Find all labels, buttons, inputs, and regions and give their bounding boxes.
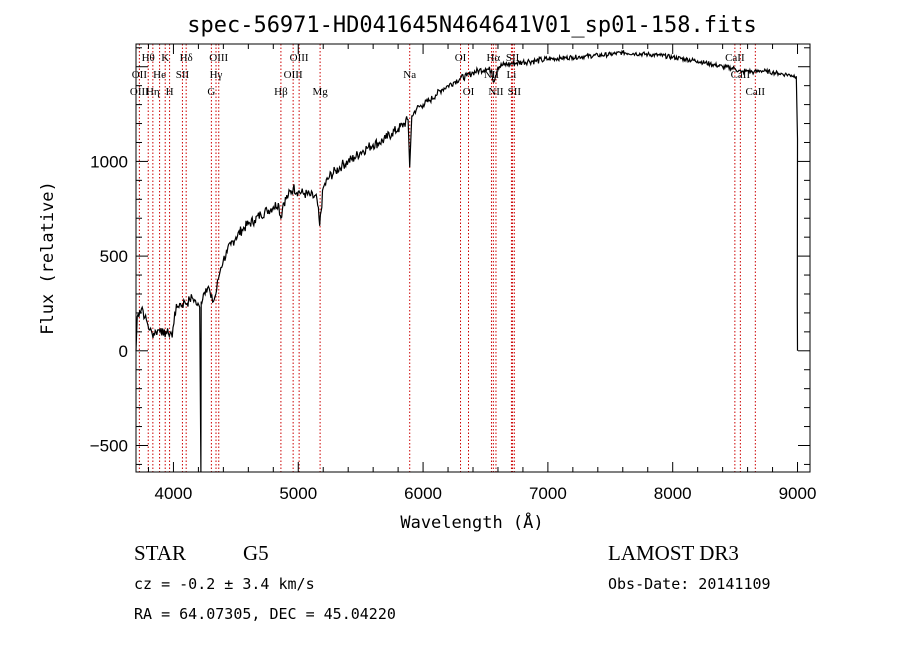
y-tick-label: 1000 — [90, 152, 128, 171]
obs-date-text: Obs-Date: 20141109 — [608, 575, 771, 593]
line-label: G — [207, 86, 215, 98]
line-label: He — [153, 69, 166, 81]
line-label: NII — [488, 86, 504, 98]
line-label: Li — [507, 69, 517, 81]
line-label: Hδ — [180, 52, 193, 64]
line-label: Hγ — [210, 69, 223, 81]
line-label: Hη — [146, 86, 160, 98]
x-tick-label: 4000 — [155, 484, 193, 503]
y-axis-label: Flux (relative) — [38, 181, 58, 335]
x-tick-label: 6000 — [404, 484, 442, 503]
x-axis-ticks: 4000 5000 6000 7000 8000 9000 — [147, 44, 817, 503]
line-label: OI — [463, 86, 475, 98]
emission-line-labels: Hθ K Hδ OIII OIII OI Hα SII CaII OII He SII Hγ OIII Na… — [130, 52, 766, 98]
y-tick-label: 0 — [119, 342, 128, 361]
object-subclass: G5 — [243, 541, 269, 565]
spectrum-line — [135, 49, 799, 473]
object-class: STAR — [134, 541, 186, 565]
line-label: CaII — [725, 52, 745, 64]
chart-title: spec-56971-HD041645N464641V01_sp01-158.f… — [187, 13, 757, 38]
emission-line-markers — [138, 44, 756, 472]
line-label: OII — [132, 69, 148, 81]
line-label: Mg — [312, 86, 328, 98]
line-label: OIII — [290, 52, 309, 64]
line-label: OI — [455, 52, 467, 64]
line-label: OIII — [284, 69, 303, 81]
line-label: Hα — [486, 52, 500, 64]
line-label: SII — [176, 69, 190, 81]
line-label: Hθ — [142, 52, 155, 64]
line-label: CaII — [746, 86, 766, 98]
x-axis-label: Wavelength (Å) — [400, 511, 543, 533]
y-tick-label: 500 — [100, 247, 128, 266]
y-axis-ticks: −500 0 500 1000 — [90, 47, 810, 465]
x-tick-label: 8000 — [654, 484, 692, 503]
line-label: OIII — [209, 52, 228, 64]
line-label: K — [161, 52, 169, 64]
plot-frame — [135, 43, 811, 473]
x-tick-label: 9000 — [779, 484, 817, 503]
x-tick-label: 5000 — [279, 484, 317, 503]
line-label: OIII — [130, 86, 149, 98]
y-tick-label: −500 — [90, 436, 128, 455]
survey-name: LAMOST DR3 — [608, 541, 739, 565]
line-label: SII — [506, 52, 520, 64]
coords-text: RA = 64.07305, DEC = 45.04220 — [134, 605, 396, 623]
line-label: Na — [403, 69, 416, 81]
x-tick-label: 7000 — [529, 484, 567, 503]
line-label: Hβ — [274, 86, 288, 98]
line-label: SII — [508, 86, 522, 98]
line-label: H — [166, 86, 174, 98]
redshift-text: cz = -0.2 ± 3.4 km/s — [134, 575, 315, 593]
